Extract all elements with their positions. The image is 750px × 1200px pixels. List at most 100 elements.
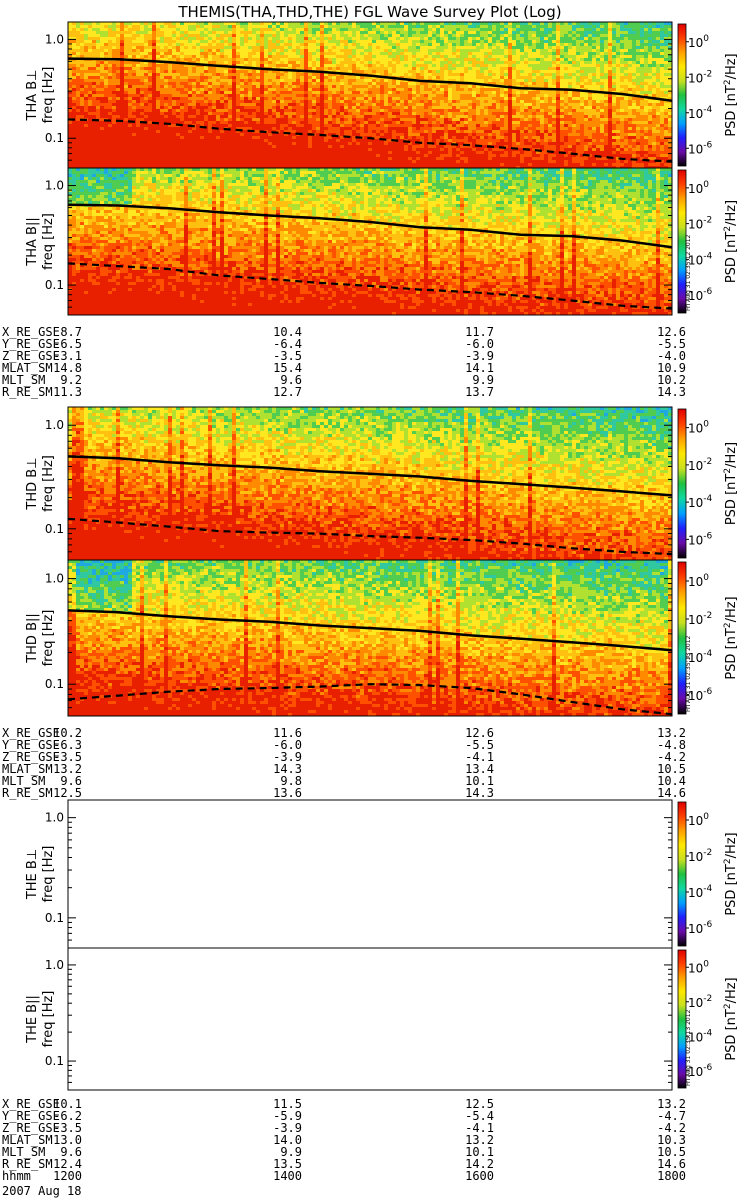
- spectrogram-cell: [464, 25, 468, 28]
- spectrogram-cell: [240, 31, 244, 34]
- spectrogram-cell: [400, 118, 404, 121]
- spectrogram-cell: [416, 73, 420, 76]
- spectrogram-cell: [468, 157, 472, 160]
- spectrogram-cell: [368, 52, 372, 55]
- spectrogram-cell: [472, 55, 476, 58]
- spectrogram-cell: [292, 43, 296, 46]
- spectrogram-cell: [428, 40, 432, 43]
- spectrogram-cell: [464, 40, 468, 43]
- spectrogram-cell: [80, 154, 84, 157]
- spectrogram-cell: [312, 79, 316, 82]
- spectrogram-cell: [124, 94, 128, 97]
- spectrogram-cell: [388, 67, 392, 70]
- spectrogram-cell: [128, 88, 132, 91]
- spectrogram-cell: [256, 100, 260, 103]
- spectrogram-cell: [452, 139, 456, 142]
- spectrogram-cell: [352, 121, 356, 124]
- spectrogram-cell: [312, 97, 316, 100]
- spectrogram-cell: [312, 58, 316, 61]
- spectrogram-cell: [268, 154, 272, 157]
- spectrogram-cell: [336, 139, 340, 142]
- spectrogram-cell: [244, 97, 248, 100]
- spectrogram-cell: [276, 148, 280, 151]
- spectrogram-cell: [272, 28, 276, 31]
- spectrogram-cell: [164, 91, 168, 94]
- spectrogram-cell: [164, 70, 168, 73]
- spectrogram-cell: [196, 67, 200, 70]
- spectrogram-cell: [292, 148, 296, 151]
- spectrogram-cell: [428, 118, 432, 121]
- spectrogram-cell: [184, 73, 188, 76]
- spectrogram-cell: [284, 25, 288, 28]
- spectrogram-cell: [268, 112, 272, 115]
- spectrogram-cell: [356, 109, 360, 112]
- spectrogram-cell: [244, 115, 248, 118]
- spectrogram-cell: [200, 133, 204, 136]
- spectrogram-cell: [460, 52, 464, 55]
- spectrogram-cell: [208, 43, 212, 46]
- spectrogram-cell: [240, 133, 244, 136]
- spectrogram-cell: [224, 106, 228, 109]
- spectrogram-cell: [104, 34, 108, 37]
- spectrogram-cell: [284, 82, 288, 85]
- spectrogram-cell: [136, 34, 140, 37]
- spectrogram-cell: [416, 49, 420, 52]
- spectrogram-cell: [368, 139, 372, 142]
- spectrogram-cell: [348, 160, 352, 163]
- spectrogram-cell: [364, 88, 368, 91]
- spectrogram-cell: [460, 103, 464, 106]
- spectrogram-cell: [216, 61, 220, 64]
- spectrogram-cell: [72, 109, 76, 112]
- spectrogram-cell: [336, 49, 340, 52]
- spectrogram-cell: [104, 55, 108, 58]
- spectrogram-cell: [124, 103, 128, 106]
- spectrogram-cell: [140, 139, 144, 142]
- spectrogram-cell: [408, 157, 412, 160]
- spectrogram-cell: [132, 160, 136, 163]
- spectrogram-cell: [116, 49, 120, 52]
- spectrogram-cell: [356, 40, 360, 43]
- spectrogram-cell: [220, 46, 224, 49]
- spectrogram-cell: [176, 79, 180, 82]
- spectrogram-cell: [260, 109, 264, 112]
- spectrogram-cell: [172, 97, 176, 100]
- spectrogram-cell: [444, 46, 448, 49]
- spectrogram-cell: [96, 82, 100, 85]
- spectrogram-cell: [124, 40, 128, 43]
- spectrogram-cell: [84, 64, 88, 67]
- spectrogram-cell: [68, 127, 72, 130]
- spectrogram-cell: [272, 112, 276, 115]
- spectrogram-cell: [324, 97, 328, 100]
- spectrogram-cell: [128, 37, 132, 40]
- spectrogram-cell: [244, 136, 248, 139]
- spectrogram-cell: [236, 28, 240, 31]
- spectrogram-cell: [340, 46, 344, 49]
- spectrogram-cell: [304, 79, 308, 82]
- spectrogram-cell: [396, 40, 400, 43]
- spectrogram-cell: [124, 106, 128, 109]
- spectrogram-cell: [416, 94, 420, 97]
- spectrogram-cell: [240, 142, 244, 145]
- spectrogram-cell: [124, 79, 128, 82]
- spectrogram-cell: [304, 40, 308, 43]
- spectrogram-cell: [108, 148, 112, 151]
- spectrogram-cell: [344, 139, 348, 142]
- spectrogram-cell: [176, 34, 180, 37]
- spectrogram-cell: [448, 130, 452, 133]
- spectrogram-cell: [132, 124, 136, 127]
- spectrogram-cell: [372, 157, 376, 160]
- spectrogram-cell: [240, 34, 244, 37]
- spectrogram-cell: [140, 34, 144, 37]
- spectrogram-cell: [128, 154, 132, 157]
- spectrogram-cell: [176, 55, 180, 58]
- spectrogram-cell: [376, 118, 380, 121]
- spectrogram-cell: [112, 85, 116, 88]
- spectrogram-cell: [280, 88, 284, 91]
- spectrogram-cell: [388, 97, 392, 100]
- spectrogram-cell: [108, 34, 112, 37]
- spectrogram-cell: [84, 133, 88, 136]
- spectrogram-cell: [328, 127, 332, 130]
- spectrogram-cell: [428, 103, 432, 106]
- spectrogram-cell: [332, 43, 336, 46]
- spectrogram-cell: [140, 43, 144, 46]
